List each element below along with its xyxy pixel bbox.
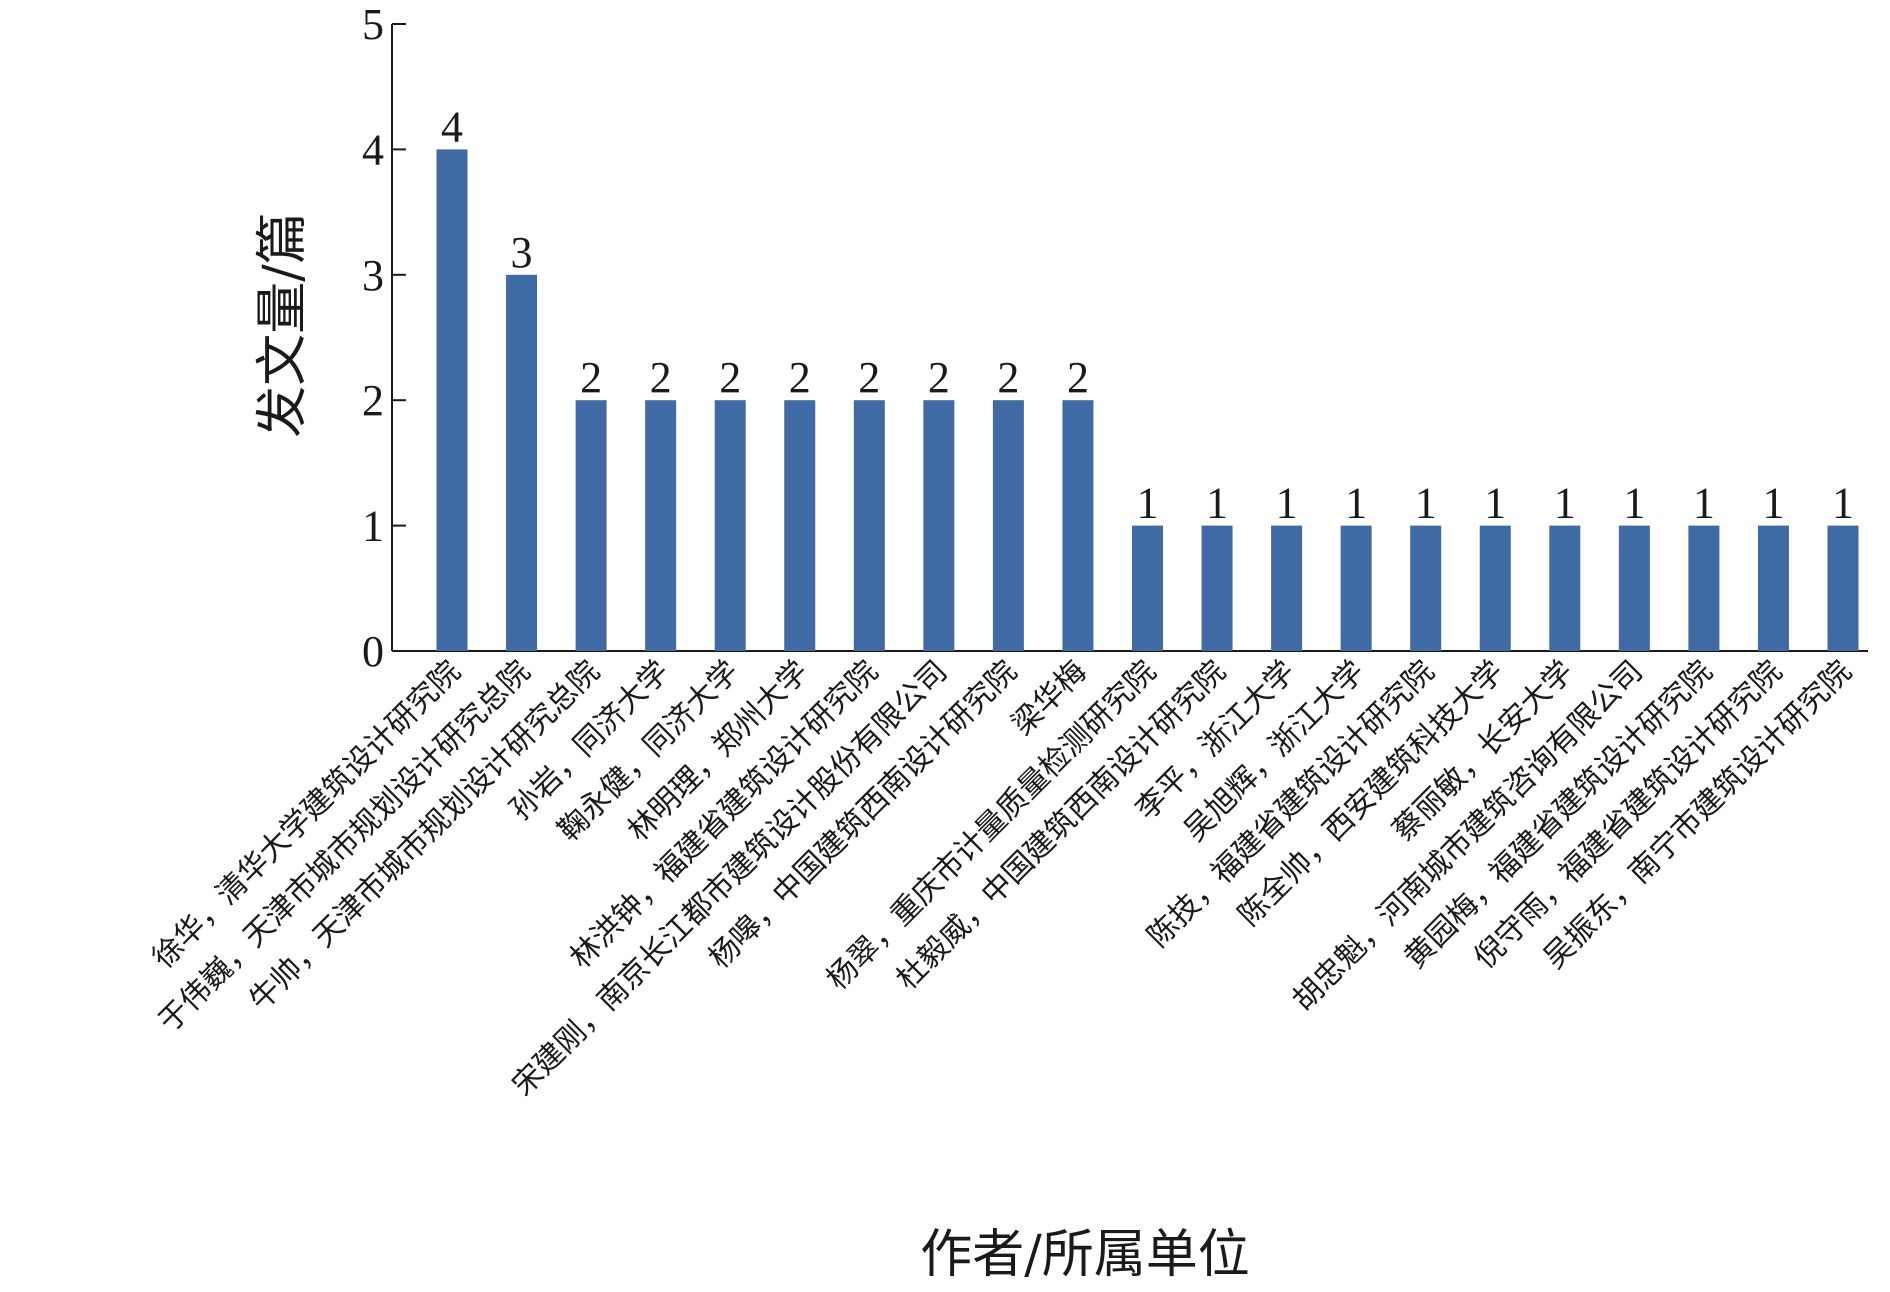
- value-label: 4: [441, 102, 463, 151]
- y-tick-label: 0: [362, 627, 384, 676]
- bar: [992, 400, 1024, 651]
- x-tick-label: 徐华，清华大学建筑设计研究院: [146, 654, 468, 976]
- bar: [506, 274, 538, 651]
- bar: [1757, 525, 1789, 651]
- bar: [1827, 525, 1859, 651]
- bar: [645, 400, 677, 651]
- value-label: 2: [858, 353, 880, 402]
- bar: [784, 400, 816, 651]
- bar: [853, 400, 885, 651]
- value-label: 2: [580, 353, 602, 402]
- value-label: 1: [1832, 479, 1854, 528]
- bar: [714, 400, 746, 651]
- y-tick-label: 4: [362, 125, 384, 174]
- value-label: 1: [1623, 479, 1645, 528]
- value-label: 1: [1693, 479, 1715, 528]
- value-label: 2: [789, 353, 811, 402]
- y-tick-label: 3: [362, 251, 384, 300]
- bar: [1410, 525, 1442, 651]
- value-label: 1: [1276, 479, 1298, 528]
- bar: [1479, 525, 1511, 651]
- bar: [436, 149, 468, 651]
- value-label: 1: [1484, 479, 1506, 528]
- value-label: 2: [928, 353, 950, 402]
- bar: [1549, 525, 1581, 651]
- value-label: 3: [511, 228, 533, 277]
- y-tick-label: 1: [362, 502, 384, 551]
- bar: [1618, 525, 1650, 651]
- x-tick-label: 于伟巍，天津市城市规划设计研究总院: [152, 654, 537, 1039]
- value-label: 2: [1067, 353, 1089, 402]
- bar: [1340, 525, 1372, 651]
- bar: [1201, 525, 1233, 651]
- bar: [575, 400, 607, 651]
- bar: [1062, 400, 1094, 651]
- value-label: 2: [650, 353, 672, 402]
- value-label: 2: [997, 353, 1019, 402]
- value-label: 1: [1137, 479, 1159, 528]
- y-tick-label: 5: [362, 0, 384, 49]
- value-label: 1: [1554, 479, 1576, 528]
- value-label: 1: [1345, 479, 1367, 528]
- bar: [1132, 525, 1163, 651]
- x-axis-title: 作者/所属单位: [920, 1225, 1250, 1285]
- value-label: 1: [1415, 479, 1437, 528]
- value-label: 1: [1762, 479, 1784, 528]
- y-tick-label: 2: [362, 376, 384, 425]
- bar: [1688, 525, 1720, 651]
- value-label: 2: [719, 353, 741, 402]
- y-axis-title: 发文量/篇: [253, 212, 313, 438]
- bar: [1271, 525, 1303, 651]
- value-label: 1: [1206, 479, 1228, 528]
- bar: [923, 400, 955, 651]
